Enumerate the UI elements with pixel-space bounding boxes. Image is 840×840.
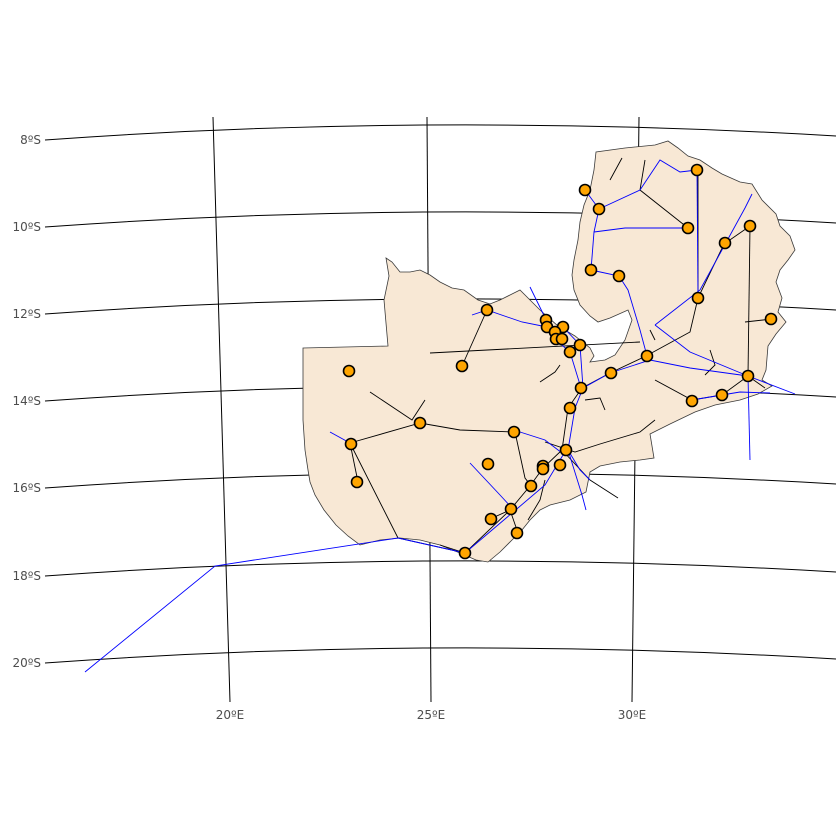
city-marker [574,381,588,395]
city-marker [718,236,732,250]
power-line [691,391,771,401]
power-line [519,431,563,454]
lat-label-12s: 12ºS [12,307,41,321]
city-marker [690,163,704,177]
city-marker [480,303,494,317]
country-outline [302,140,796,563]
power-line [567,449,591,481]
city-marker [691,291,705,305]
latitude-line-20s [44,647,837,664]
city-marker [536,462,550,476]
city-markers [342,163,778,560]
city-marker [342,364,356,378]
road [369,391,426,421]
lat-label-20s: 20ºS [12,656,41,670]
lon-label-30e: 30ºE [618,708,647,722]
city-marker [484,512,498,526]
city-marker [507,425,521,439]
city-marker [458,546,472,560]
power-line [609,359,749,377]
longitude-line-20e [212,116,231,703]
city-marker [559,443,573,457]
lat-label-14s: 14ºS [12,394,41,408]
power-line [584,189,600,271]
city-marker [584,263,598,277]
city-marker [640,349,654,363]
city-marker [764,312,778,326]
city-marker [553,458,567,472]
city-marker [743,219,757,233]
road [539,364,561,383]
power-line [696,169,699,299]
city-marker [573,338,587,352]
power-line [593,227,688,233]
city-marker [555,332,569,346]
city-marker [685,394,699,408]
power-line [598,159,698,210]
city-marker [715,388,729,402]
city-marker [455,359,469,373]
lat-label-16s: 16ºS [12,481,41,495]
city-marker [592,202,606,216]
city-marker [563,401,577,415]
power-line [654,193,753,326]
road [584,397,606,411]
latitude-labels: 8ºS 10ºS 12ºS 14ºS 16ºS 18ºS 20ºS [12,133,41,670]
city-marker [578,183,592,197]
lat-label-10s: 10ºS [12,220,41,234]
city-marker [413,416,427,430]
longitude-labels: 20ºE 25ºE 30ºE [216,708,647,722]
road [429,341,641,354]
city-marker [524,479,538,493]
city-marker [563,345,577,359]
road [609,157,623,181]
power-line [654,324,796,395]
city-marker [681,221,695,235]
power-line [590,269,648,357]
power-line [84,454,564,673]
latitude-line-18s [44,560,837,577]
city-marker [510,526,524,540]
lon-label-25e: 25ºE [417,708,446,722]
road [461,309,488,367]
lat-label-18s: 18ºS [12,569,41,583]
road [704,349,716,376]
city-marker [481,457,495,471]
lat-label-8s: 8ºS [20,133,41,147]
city-marker [741,369,755,383]
city-marker [350,475,364,489]
city-marker [504,502,518,516]
latitude-line-8s [44,124,837,141]
road [349,422,516,444]
road [747,225,751,377]
lon-label-20e: 20ºE [216,708,245,722]
city-marker [612,269,626,283]
city-marker [344,437,358,451]
city-marker [604,366,618,380]
road [649,329,656,341]
power-line [747,375,751,461]
power-line [529,286,582,389]
